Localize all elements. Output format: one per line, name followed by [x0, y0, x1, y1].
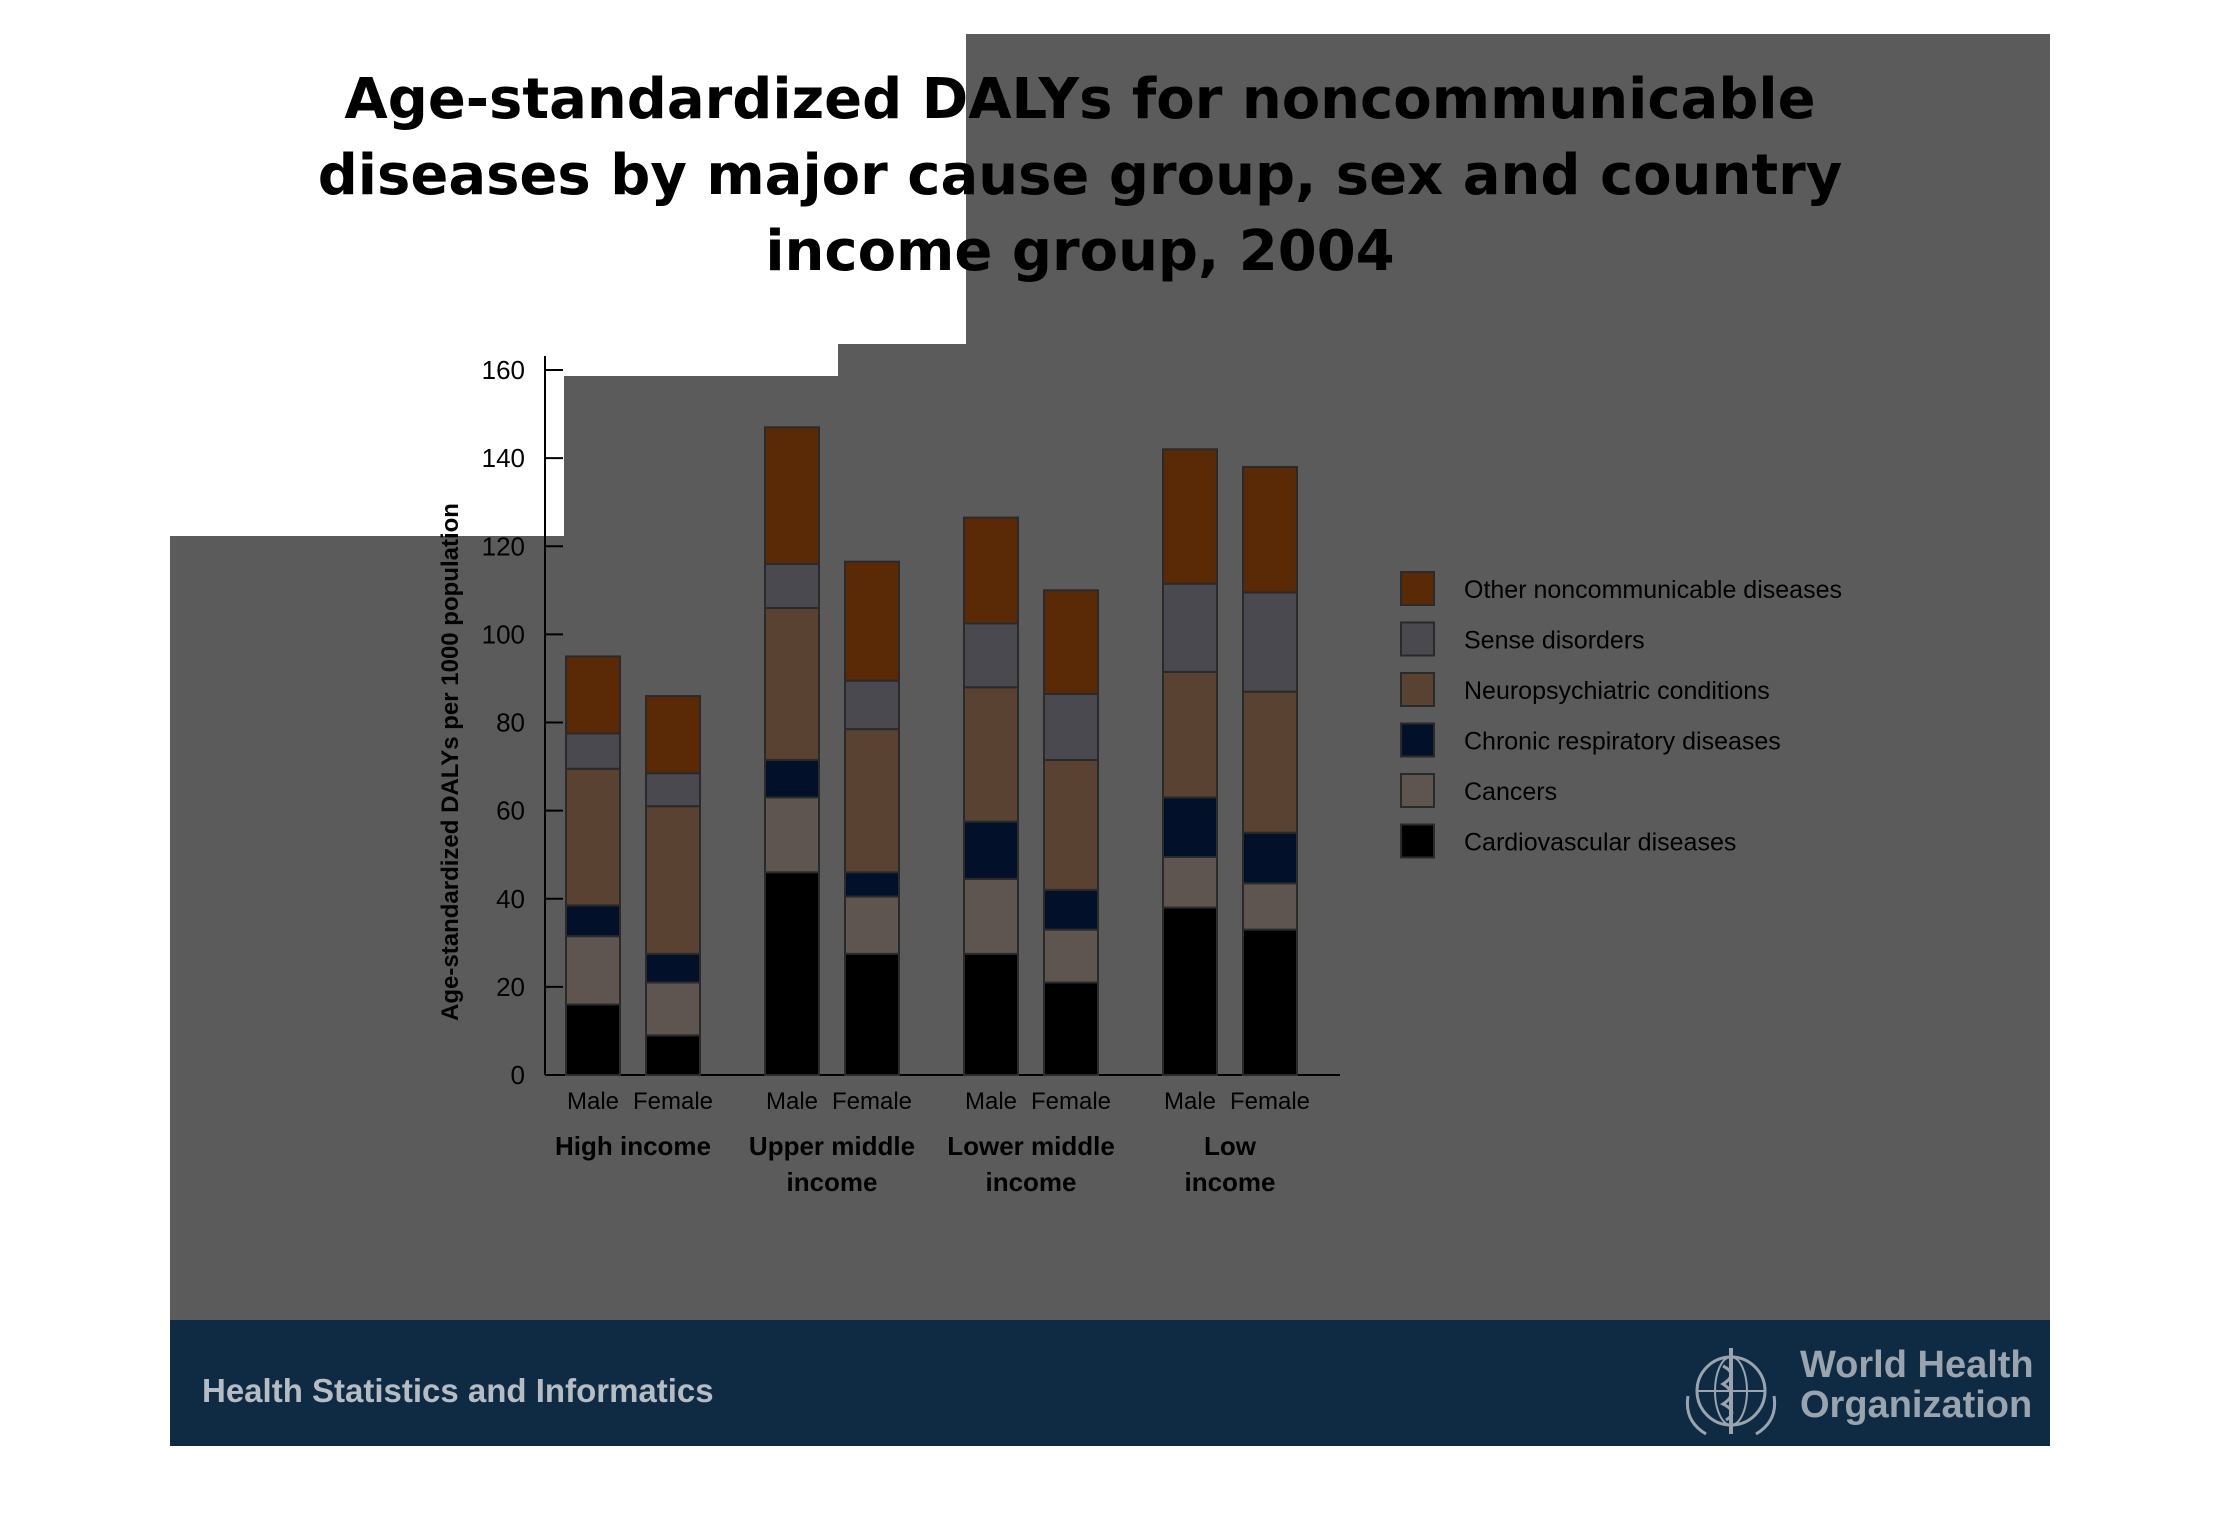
- footer-label: Health Statistics and Informatics: [202, 1372, 714, 1409]
- bar-segment: [963, 516, 1019, 625]
- bar-segment: [963, 686, 1019, 823]
- bar-segment: [764, 796, 820, 874]
- chart-legend: Other noncommunicable diseases Sense diso…: [1400, 571, 1842, 859]
- bar-segment: [1162, 796, 1218, 858]
- y-tick-label: 120: [482, 531, 525, 561]
- legend-swatch: [1400, 773, 1435, 808]
- legend-swatch: [1400, 621, 1435, 657]
- y-tick-label: 20: [496, 972, 525, 1002]
- group-label: Lower middle: [947, 1131, 1115, 1161]
- bar-segment: [844, 871, 900, 898]
- legend-label: Neuropsychiatric conditions: [1464, 677, 1770, 705]
- y-tick-label: 140: [482, 443, 525, 473]
- title-patch-middle: [170, 344, 838, 376]
- legend-label: Chronic respiratory diseases: [1464, 728, 1781, 756]
- x-tick-label: Female: [1230, 1088, 1310, 1115]
- chart-axes: 0 20 40 60 80 100 120 140 160: [482, 355, 1340, 1090]
- bar-segment: [963, 952, 1019, 1076]
- group-label: income: [985, 1167, 1076, 1197]
- bar-segment: [844, 895, 900, 955]
- legend-label: Other noncommunicable diseases: [1464, 576, 1842, 604]
- bar-segment: [1162, 670, 1218, 799]
- legend-label: Sense disorders: [1464, 627, 1645, 655]
- bar-segment: [844, 728, 900, 874]
- bar-segment: [963, 622, 1019, 689]
- legend-swatch: [1400, 672, 1435, 707]
- bar-segment: [764, 758, 820, 799]
- legend-swatch: [1400, 571, 1435, 606]
- bar-segment: [645, 695, 701, 775]
- bar-segment: [565, 1003, 621, 1076]
- bar-segment: [645, 952, 701, 984]
- x-tick-label: Female: [1031, 1088, 1111, 1115]
- bar-segment: [1242, 690, 1298, 834]
- chart-bars: [565, 426, 1298, 1076]
- legend-label: Cardiovascular diseases: [1464, 829, 1736, 857]
- title-patch-lower: [170, 376, 564, 536]
- x-tick-label: Female: [832, 1088, 912, 1115]
- y-tick-label: 60: [496, 796, 525, 826]
- bar-segment: [844, 952, 900, 1076]
- bar-segment: [565, 767, 621, 907]
- organization-name: World Health Organization: [1800, 1344, 2034, 1426]
- bar-segment: [1242, 882, 1298, 931]
- bar-segment: [1242, 465, 1298, 594]
- bar-segment: [1162, 906, 1218, 1076]
- slide-title: Age-standardized DALYs for noncommunicab…: [317, 67, 1843, 284]
- bar-segment: [963, 820, 1019, 880]
- x-tick-label: Male: [766, 1088, 818, 1115]
- bar-segment: [764, 606, 820, 761]
- bar-segment: [764, 426, 820, 565]
- y-tick-label: 100: [482, 619, 525, 649]
- x-tick-label: Male: [567, 1088, 619, 1115]
- group-label: High income: [555, 1131, 711, 1161]
- bar-segment: [1043, 981, 1099, 1076]
- legend-label: Cancers: [1464, 778, 1557, 806]
- bar-segment: [1162, 855, 1218, 909]
- title-patch-upper: [170, 34, 966, 344]
- bar-segment: [1043, 888, 1099, 931]
- bar-segment: [565, 655, 621, 735]
- group-label: income: [786, 1167, 877, 1197]
- bar-segment: [1162, 448, 1218, 585]
- bar-segment: [1162, 582, 1218, 673]
- bar-segment: [1043, 589, 1099, 695]
- y-tick-label: 80: [496, 708, 525, 738]
- bar-segment: [645, 1034, 701, 1076]
- y-tick-label: 160: [482, 355, 525, 385]
- y-tick-label: 40: [496, 884, 525, 914]
- bar-segment: [764, 562, 820, 609]
- bar-segment: [645, 981, 701, 1037]
- x-tick-label: Female: [633, 1088, 713, 1115]
- bar-segment: [645, 805, 701, 955]
- chart-x-labels: Male Female Male Female Male Female Male Female…: [555, 1088, 1310, 1197]
- bar-segment: [764, 871, 820, 1076]
- bar-segment: [1043, 928, 1099, 984]
- bar-segment: [1242, 831, 1298, 885]
- x-tick-label: Male: [965, 1088, 1017, 1115]
- who-emblem-icon: [1685, 1348, 1777, 1436]
- group-label: Low: [1204, 1131, 1257, 1161]
- bar-segment: [565, 904, 621, 938]
- bar-segment: [844, 560, 900, 682]
- y-axis-label: Age-standardized DALYs per 1000 populati…: [437, 503, 464, 1021]
- bar-segment: [565, 732, 621, 770]
- bar-segment: [844, 679, 900, 731]
- bar-segment: [963, 877, 1019, 955]
- legend-swatch: [1400, 722, 1435, 758]
- bar-segment: [645, 772, 701, 808]
- x-tick-label: Male: [1164, 1088, 1216, 1115]
- legend-swatch: [1400, 823, 1435, 859]
- group-label: Upper middle: [749, 1131, 915, 1161]
- group-label: income: [1184, 1167, 1275, 1197]
- bar-segment: [1043, 758, 1099, 891]
- bar-segment: [1043, 692, 1099, 761]
- y-tick-label: 0: [511, 1060, 525, 1090]
- bar-segment: [1242, 591, 1298, 693]
- bar-segment: [565, 935, 621, 1006]
- bar-segment: [1242, 928, 1298, 1076]
